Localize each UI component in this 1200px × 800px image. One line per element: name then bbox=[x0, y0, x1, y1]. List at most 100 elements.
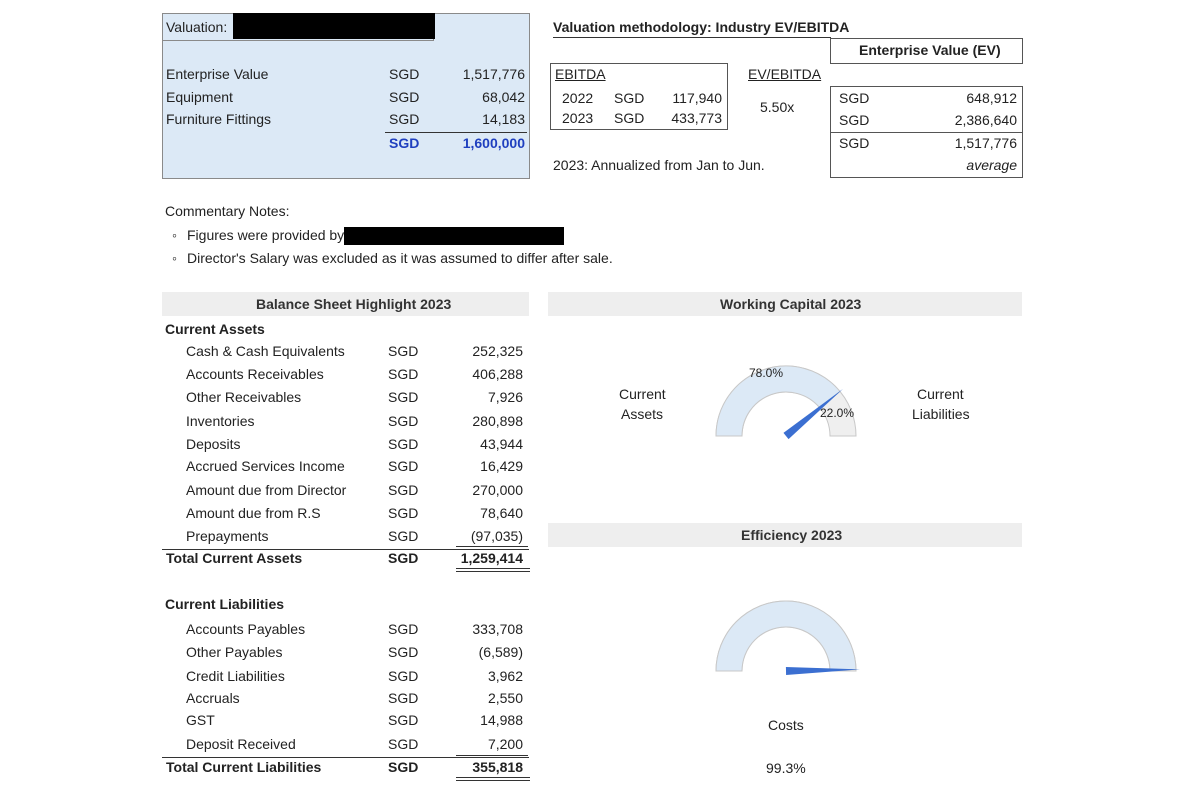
valuation-total-rule bbox=[385, 132, 527, 133]
asset-row-value: 78,640 bbox=[480, 505, 523, 521]
asset-row-label: Inventories bbox=[186, 413, 255, 429]
liability-row-value: 2,550 bbox=[487, 690, 523, 706]
asset-row-currency: SGD bbox=[388, 458, 419, 474]
valuation-row-value: 1,517,776 bbox=[462, 66, 525, 82]
efficiency-costs-pct: 99.3% bbox=[766, 760, 806, 776]
commentary-item: Figures were provided by bbox=[187, 227, 345, 243]
ebitda-currency: SGD bbox=[614, 110, 645, 126]
ebitda-row: 2022 SGD 117,940 bbox=[550, 90, 726, 112]
efficiency-gauge bbox=[715, 600, 860, 675]
asset-row-value: 406,288 bbox=[472, 366, 523, 382]
liability-row-value: 333,708 bbox=[472, 621, 523, 637]
ev-ebitda-header: EV/EBITDA bbox=[748, 66, 822, 82]
asset-row-value: (97,035) bbox=[470, 528, 523, 544]
valuation-row-currency: SGD bbox=[389, 66, 420, 82]
wc-right-label: Current bbox=[917, 386, 964, 402]
liability-row-value: 3,962 bbox=[487, 668, 523, 684]
valuation-row-value: 68,042 bbox=[482, 89, 525, 105]
liability-row-label: GST bbox=[186, 712, 215, 728]
liability-row-label: Other Payables bbox=[186, 644, 283, 660]
redaction-block bbox=[233, 13, 435, 39]
liab-total-topline bbox=[162, 757, 529, 758]
asset-row-label: Amount due from R.S bbox=[186, 505, 321, 521]
ev-ebitda-multiple: 5.50x bbox=[760, 99, 795, 115]
wc-assets-pct-label: 78.0% bbox=[749, 366, 784, 380]
asset-row-currency: SGD bbox=[388, 482, 419, 498]
asset-row-label: Accrued Services Income bbox=[186, 458, 345, 474]
ebitda-value: 433,773 bbox=[671, 110, 722, 126]
methodology-title: Valuation methodology: Industry EV/EBITD… bbox=[553, 19, 850, 35]
working-capital-title: Working Capital 2023 bbox=[720, 296, 862, 312]
valuation-row-label: Equipment bbox=[166, 89, 233, 105]
liability-row-label: Accounts Payables bbox=[186, 621, 306, 637]
asset-row-currency: SGD bbox=[388, 366, 419, 382]
liab-total-value: 355,818 bbox=[472, 759, 523, 775]
wc-gauge-needle bbox=[783, 388, 844, 440]
efficiency-gauge-fill bbox=[715, 600, 857, 672]
current-assets-title: Current Assets bbox=[165, 321, 265, 337]
ev-row-value: 648,912 bbox=[966, 90, 1017, 106]
ev-row-value: 1,517,776 bbox=[954, 135, 1017, 151]
ebitda-row: 2023 SGD 433,773 bbox=[550, 110, 726, 132]
liability-row-label: Accruals bbox=[186, 690, 240, 706]
wc-left-label: Current bbox=[619, 386, 666, 402]
liability-row-currency: SGD bbox=[388, 644, 419, 660]
working-capital-gauge bbox=[715, 365, 857, 440]
liability-row-value: 7,200 bbox=[487, 736, 523, 752]
ebitda-year: 2022 bbox=[562, 90, 594, 106]
assets-total-underline bbox=[456, 568, 530, 572]
ev-title-cell: Enterprise Value (EV) bbox=[830, 38, 1023, 64]
efficiency-title: Efficiency 2023 bbox=[741, 527, 843, 543]
balance-header-bar bbox=[162, 292, 529, 316]
liability-row-value: (6,589) bbox=[478, 644, 523, 660]
liability-row-currency: SGD bbox=[388, 712, 419, 728]
commentary-item: Director's Salary was excluded as it was… bbox=[187, 250, 613, 266]
ev-footer: average bbox=[966, 157, 1017, 173]
ev-row-value: 2,386,640 bbox=[954, 112, 1017, 128]
asset-row-label: Cash & Cash Equivalents bbox=[186, 343, 345, 359]
valuation-row-currency: SGD bbox=[389, 89, 420, 105]
ebitda-currency: SGD bbox=[614, 90, 645, 106]
ebitda-box bbox=[550, 63, 728, 130]
assets-total-value: 1,259,414 bbox=[460, 550, 523, 566]
working-capital-header-bar bbox=[548, 292, 1022, 316]
valuation-total-value: 1,600,000 bbox=[462, 135, 525, 151]
wc-gauge-fill-assets bbox=[715, 365, 841, 437]
balance-title: Balance Sheet Highlight 2023 bbox=[256, 296, 452, 312]
ev-row-currency: SGD bbox=[839, 90, 870, 106]
liab-total-underline bbox=[456, 777, 530, 781]
valuation-panel: Valuation: Enterprise Value SGD 1,517,77… bbox=[162, 13, 530, 179]
liability-row-currency: SGD bbox=[388, 736, 419, 752]
liab-total-label: Total Current Liabilities bbox=[166, 759, 322, 775]
efficiency-header-bar bbox=[548, 523, 1022, 547]
asset-row-currency: SGD bbox=[388, 528, 419, 544]
ebitda-value: 117,940 bbox=[672, 90, 722, 106]
liability-row-currency: SGD bbox=[388, 621, 419, 637]
efficiency-costs-label: Costs bbox=[768, 717, 804, 733]
asset-row-currency: SGD bbox=[388, 505, 419, 521]
methodology-note: 2023: Annualized from Jan to Jun. bbox=[553, 157, 765, 173]
ev-values-box: SGD 648,912 SGD 2,386,640 SGD 1,517,776 … bbox=[830, 86, 1023, 178]
valuation-row-label: Furniture Fittings bbox=[166, 111, 272, 127]
ev-sum-rule bbox=[831, 132, 1022, 133]
wc-right-label: Liabilities bbox=[912, 406, 970, 422]
ebitda-year: 2023 bbox=[562, 110, 594, 126]
valuation-row-label: Enterprise Value bbox=[166, 66, 269, 82]
valuation-row-currency: SGD bbox=[389, 111, 420, 127]
methodology-table: EBITDA EV/EBITDA 2022 SGD 117,940 2023 S… bbox=[550, 63, 830, 132]
redaction-block bbox=[344, 227, 564, 245]
ev-row-currency: SGD bbox=[839, 135, 870, 151]
commentary-bullet: ◦ bbox=[172, 250, 177, 266]
assets-total-currency: SGD bbox=[388, 550, 419, 566]
asset-row-currency: SGD bbox=[388, 389, 419, 405]
assets-total-topline bbox=[162, 549, 529, 550]
asset-row-value: 280,898 bbox=[472, 413, 523, 429]
asset-row-value: 252,325 bbox=[472, 343, 523, 359]
liability-row-currency: SGD bbox=[388, 690, 419, 706]
asset-row-label: Amount due from Director bbox=[186, 482, 347, 498]
liab-subtotal-rule bbox=[456, 755, 528, 756]
commentary-title: Commentary Notes: bbox=[165, 203, 290, 219]
assets-total-label: Total Current Assets bbox=[166, 550, 303, 566]
wc-liab-pct-label: 22.0% bbox=[820, 406, 855, 420]
ebitda-header: EBITDA bbox=[555, 66, 606, 82]
